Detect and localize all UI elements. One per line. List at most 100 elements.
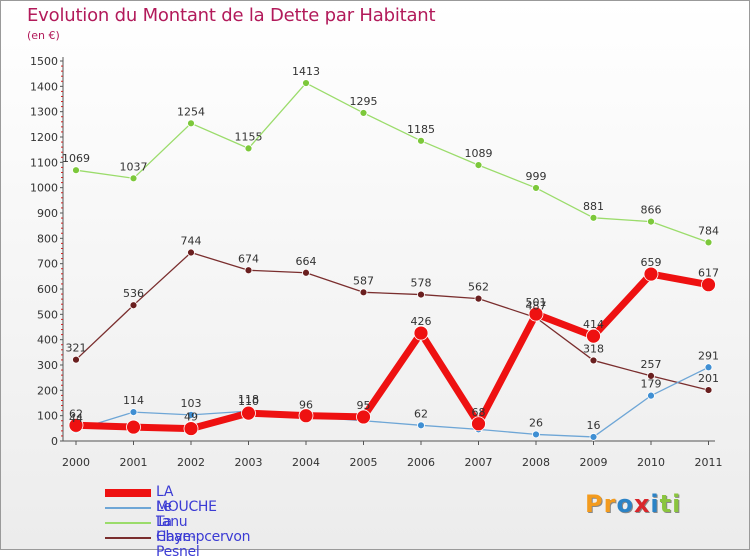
line-chart: 0 100 200 300 400 500 600 700 800 900 1000 1100 1200… [30,55,723,469]
y-tick-label: 1200 [30,131,58,144]
data-label: 659 [641,256,662,269]
data-point [72,166,80,175]
x-tick-label: 2011 [695,456,723,469]
data-label: 257 [641,358,662,371]
data-point [471,416,486,432]
data-label: 1254 [177,105,205,118]
y-tick-label: 900 [37,207,58,220]
data-point [417,290,425,299]
legend-swatch [105,537,151,539]
data-point [187,248,195,257]
data-label: 118 [238,393,259,406]
x-tick-label: 2004 [292,456,320,469]
data-label: 1037 [120,160,148,173]
data-label: 16 [587,419,601,432]
data-point [129,301,138,310]
data-point [647,391,655,400]
y-tick-label: 1100 [30,156,58,169]
data-label: 114 [123,394,144,407]
data-label: 866 [641,204,662,217]
data-point [356,409,371,425]
logo-letter: i [650,490,660,518]
data-point [643,266,659,282]
data-point [586,328,601,344]
y-tick-label: 800 [37,232,58,245]
series-line [72,270,712,433]
data-point [589,356,598,365]
y-tick-label: 700 [37,258,58,271]
data-label: 1413 [292,65,320,78]
data-label: 95 [357,399,371,412]
data-label: 179 [641,378,662,391]
logo-letter: P [585,490,604,518]
data-label: 318 [583,342,604,355]
data-point [704,363,713,372]
data-point [528,306,544,322]
data-point [704,386,713,394]
logo-letter: o [616,490,634,518]
legend-swatch [105,489,151,497]
data-label: 562 [468,281,489,294]
data-label: 1295 [350,95,378,108]
data-label: 784 [698,224,719,237]
y-tick-label: 1500 [30,55,58,68]
x-tick-label: 2000 [62,456,90,469]
data-label: 201 [698,372,719,385]
data-label: 1185 [407,123,435,136]
data-label: 426 [411,315,432,328]
x-tick-label: 2008 [522,456,550,469]
data-label: 1069 [62,152,90,165]
legend-swatch [105,507,151,509]
data-label: 414 [583,318,604,331]
data-label: 536 [123,287,144,300]
x-tick-label: 2006 [407,456,435,469]
data-label: 501 [526,296,547,309]
y-tick-label: 400 [37,334,58,347]
data-label: 1089 [465,147,493,160]
data-point [647,217,655,226]
x-tick-label: 2001 [120,456,148,469]
data-label: 44 [69,412,83,425]
series-line [75,366,710,438]
legend-label: Le Tanu [156,499,188,530]
data-point [474,161,483,170]
data-label: 881 [583,200,604,213]
data-point [701,277,716,293]
data-point [244,144,253,153]
data-label: 62 [414,407,428,420]
data-point [532,184,540,192]
data-point [244,266,253,275]
y-tick-label: 200 [37,384,58,397]
data-point [187,119,195,128]
legend-swatch [105,522,151,524]
x-tick-label: 2007 [465,456,493,469]
data-point [187,411,195,419]
data-point [417,136,425,145]
data-label: 674 [238,252,259,265]
data-label: 96 [299,399,313,412]
y-tick-label: 1400 [30,80,58,93]
data-point [183,421,199,436]
data-label: 291 [698,349,719,362]
x-tick-label: 2003 [235,456,263,469]
data-label: 999 [526,170,547,183]
data-point [589,213,598,222]
data-point [302,79,310,87]
logo-letter: t [659,490,673,518]
data-label: 103 [181,397,202,410]
data-point [298,408,314,424]
data-label: 321 [66,342,87,355]
data-label: 26 [529,416,543,429]
data-label: 578 [411,277,432,290]
x-tick-label: 2009 [580,456,608,469]
data-point [302,268,310,277]
data-point [359,109,368,117]
data-point [474,294,483,303]
data-label: 664 [296,255,317,268]
data-point [704,238,713,247]
data-point [417,421,425,430]
proxiti-logo: Proxiti [585,490,681,518]
data-point [589,433,598,441]
series-line [75,251,710,391]
